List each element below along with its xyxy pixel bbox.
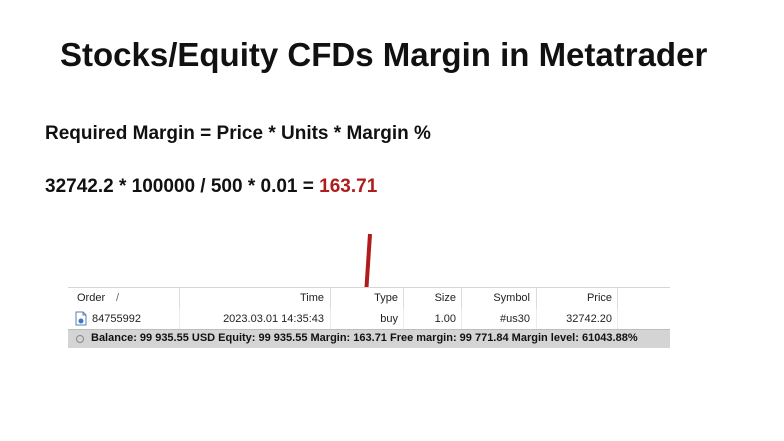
margin-calculation: 32742.2 * 100000 / 500 * 0.01 = 163.71: [45, 176, 377, 198]
column-price[interactable]: Price: [586, 292, 612, 304]
column-order[interactable]: Order: [77, 292, 106, 304]
cell-type: buy: [380, 313, 398, 325]
cell-symbol: #us30: [500, 313, 530, 325]
table-row[interactable]: 84755992 2023.03.01 14:35:43 buy 1.00 #u…: [68, 309, 670, 329]
balance-status-icon: [76, 335, 84, 343]
trade-table-header: Order / Time Type Size Symbol Price: [68, 287, 670, 311]
balance-summary-text: Balance: 99 935.55 USD Equity: 99 935.55…: [91, 332, 638, 344]
order-document-icon: [75, 311, 87, 326]
column-time[interactable]: Time: [299, 292, 324, 304]
calc-result: 163.71: [319, 176, 378, 197]
cell-size: 1.00: [434, 313, 456, 325]
cell-order: 84755992: [92, 313, 141, 325]
margin-formula: Required Margin = Price * Units * Margin…: [45, 123, 431, 144]
calc-expression: 32742.2 * 100000 / 500 * 0.01 =: [45, 176, 320, 197]
column-type[interactable]: Type: [374, 292, 398, 304]
column-size[interactable]: Size: [434, 292, 456, 304]
balance-summary-row[interactable]: Balance: 99 935.55 USD Equity: 99 935.55…: [68, 329, 670, 348]
sort-indicator-icon: /: [116, 292, 120, 304]
cell-price: 32742.20: [566, 313, 612, 325]
trade-terminal-panel: Order / Time Type Size Symbol Price 8475…: [68, 287, 670, 348]
column-symbol[interactable]: Symbol: [493, 292, 530, 304]
cell-time: 2023.03.01 14:35:43: [223, 313, 324, 325]
slide-title: Stocks/Equity CFDs Margin in Metatrader: [60, 36, 708, 73]
